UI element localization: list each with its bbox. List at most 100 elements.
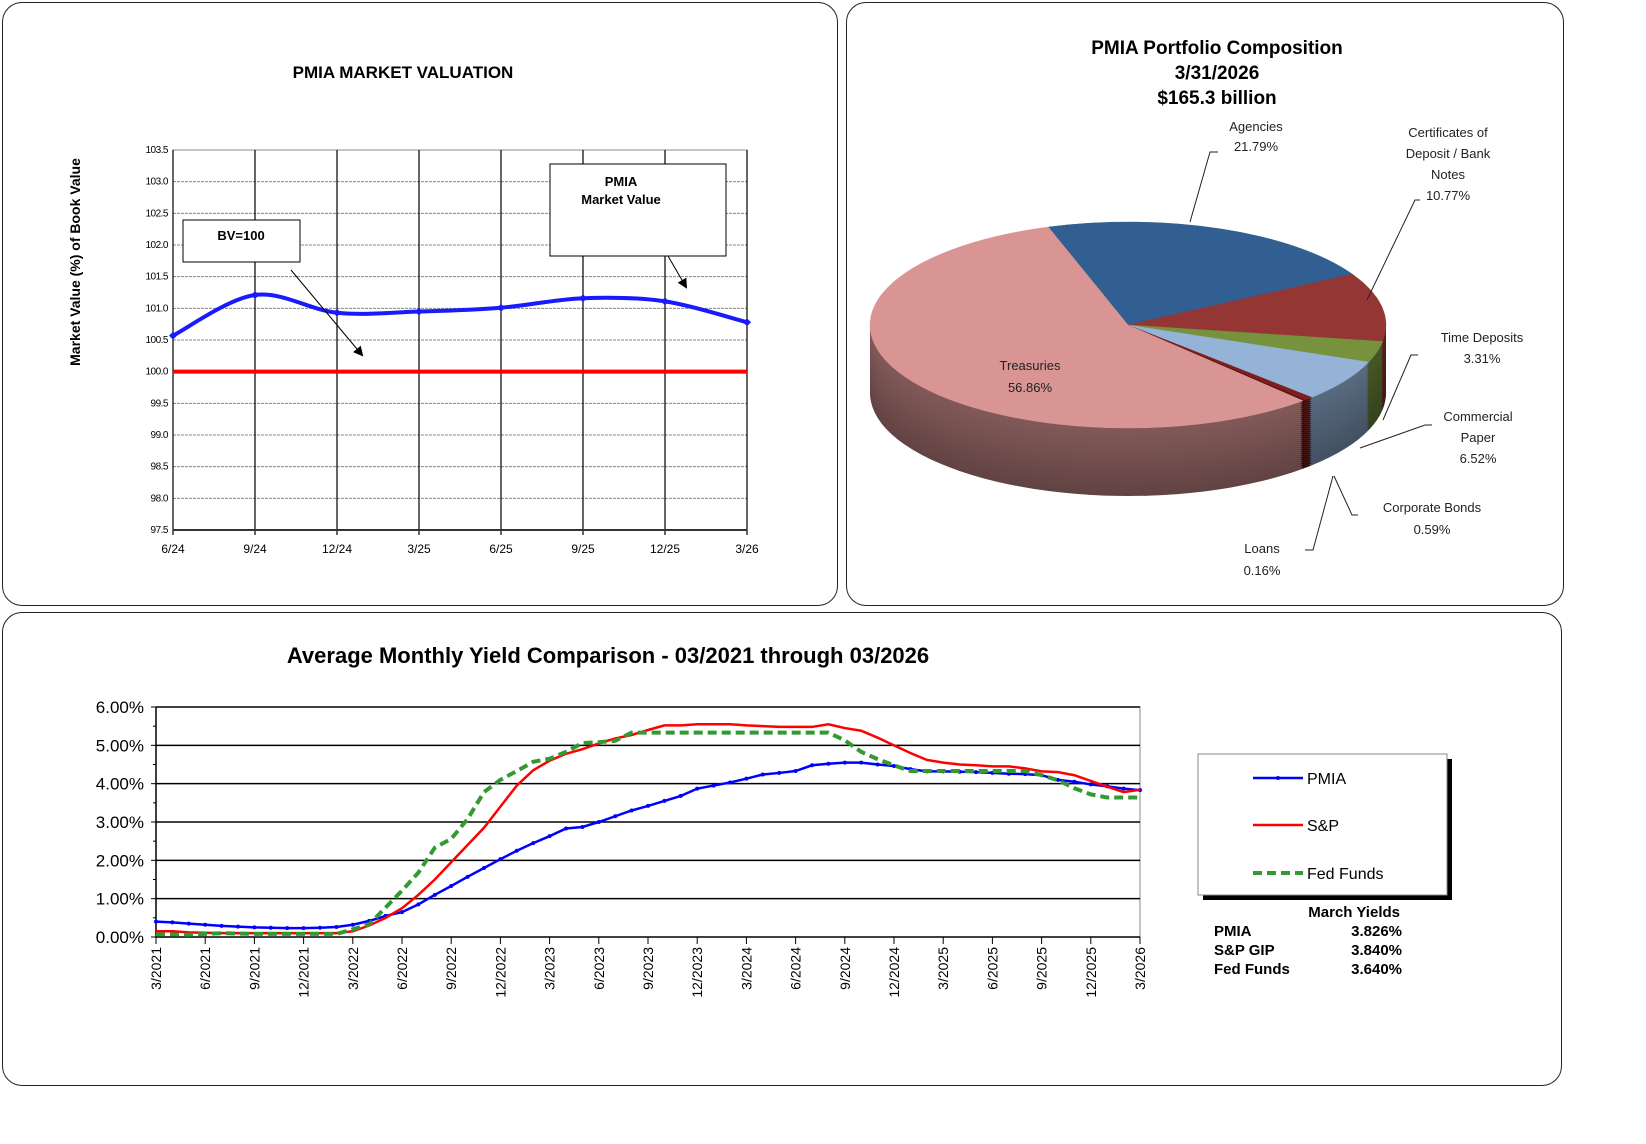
pie-labels: Agencies 21.79% Certificates of Deposit / …	[1000, 119, 1524, 578]
pmia-point	[432, 892, 437, 897]
x-tick-label: 3/26	[735, 542, 759, 556]
pmia-point	[793, 769, 798, 774]
x-tick-label: 12/2023	[689, 947, 705, 998]
pmia-point	[1121, 786, 1126, 791]
x-tick-label: 12/24	[322, 542, 352, 556]
pmia-point	[465, 874, 470, 879]
legend-sp: S&P	[1307, 818, 1339, 835]
x-tick-label: 12/2021	[296, 947, 312, 998]
y-tick-label: 98.5	[151, 462, 169, 473]
pmia-point	[875, 762, 880, 767]
pie-title: PMIA Portfolio Composition	[1091, 38, 1343, 59]
pie-slice	[1047, 221, 1354, 326]
yield-legend: PMIA S&P Fed Funds	[1197, 753, 1452, 900]
x-tick-label: 6/2024	[788, 947, 804, 990]
market-value-point	[169, 331, 177, 340]
y-tick-label: 100.5	[145, 335, 168, 346]
march-yield-label: Fed Funds	[1214, 961, 1290, 978]
x-tick-label: 3/2023	[542, 947, 558, 990]
pmia-point	[400, 910, 404, 915]
bv-annotation: BV=100	[182, 219, 364, 357]
pie-total: $165.3 billion	[1157, 88, 1276, 109]
y-tick-label: 100.0	[145, 367, 168, 378]
market-value-point	[497, 303, 505, 312]
y-tick-label: 3.00%	[96, 813, 144, 832]
march-yields-title: March Yields	[1308, 904, 1400, 921]
pmia-annotation-line1: PMIA	[605, 174, 638, 189]
y-tick-label: 101.5	[145, 272, 168, 283]
bv-annotation-text: BV=100	[217, 228, 264, 243]
pmia-point	[695, 786, 700, 791]
pie-label-time-deposits: Time Deposits 3.31%	[1441, 330, 1524, 366]
x-tick-label: 9/2025	[1034, 947, 1050, 990]
x-tick-label: 6/2023	[591, 947, 607, 990]
march-yield-value: 3.826%	[1351, 923, 1402, 940]
pmia-point	[613, 814, 618, 819]
market-value-point	[251, 291, 259, 300]
x-tick-label: 6/2025	[984, 947, 1000, 990]
pmia-point	[203, 922, 208, 927]
series-line-s-p	[156, 722, 1141, 935]
pmia-point	[842, 760, 847, 765]
pie-slice	[869, 226, 1304, 429]
pie-label-loans: Loans 0.16%	[1244, 541, 1281, 578]
market-value-point	[743, 318, 751, 327]
pmia-point	[318, 925, 322, 930]
y-tick-label: 97.5	[151, 525, 169, 536]
x-tick-label: 3/2025	[935, 947, 951, 990]
yield-title: Average Monthly Yield Comparison - 03/20…	[287, 643, 929, 668]
x-tick-label: 3/2021	[148, 947, 164, 990]
pmia-annotation: PMIA Market Value	[549, 163, 727, 289]
pmia-point	[810, 763, 814, 768]
x-tick-label: 3/2024	[738, 947, 754, 990]
pmia-point	[350, 922, 355, 927]
x-tick-label: 6/25	[489, 542, 513, 556]
pmia-point	[629, 808, 634, 813]
y-tick-label: 99.0	[151, 430, 169, 441]
pie-label-agencies: Agencies 21.79%	[1229, 119, 1283, 154]
y-tick-label: 0.00%	[96, 928, 144, 947]
pmia-point	[646, 803, 650, 808]
market-value-point	[579, 294, 587, 303]
pmia-point	[760, 772, 765, 777]
pmia-point	[859, 760, 864, 765]
pmia-point	[728, 780, 732, 785]
valuation-y-axis-label: Market Value (%) of Book Value	[67, 158, 83, 366]
pmia-point	[678, 793, 683, 798]
y-tick-label: 102.0	[145, 240, 168, 251]
legend-fed-funds: Fed Funds	[1307, 866, 1383, 883]
x-tick-label: 9/24	[243, 542, 267, 556]
x-tick-label: 6/2022	[394, 947, 410, 990]
y-tick-label: 101.0	[145, 303, 168, 314]
legend-pmia: PMIA	[1307, 771, 1346, 788]
march-yield-label: S&P GIP	[1214, 942, 1275, 959]
pmia-point	[170, 920, 175, 925]
y-tick-label: 4.00%	[96, 775, 144, 794]
march-yield-value: 3.840%	[1351, 942, 1402, 959]
pmia-point	[252, 925, 257, 930]
pmia-point	[301, 926, 306, 931]
pmia-point	[974, 770, 978, 775]
pmia-point	[285, 926, 290, 931]
x-tick-label: 6/24	[161, 542, 185, 556]
pmia-point	[1072, 779, 1077, 784]
march-yields-table: March Yields PMIA 3.826% S&P GIP 3.840% …	[1214, 904, 1402, 978]
pmia-annotation-line2: Market Value	[581, 192, 661, 207]
y-tick-label: 103.5	[145, 145, 168, 156]
y-tick-label: 103.0	[145, 177, 168, 188]
pmia-point	[580, 824, 585, 829]
x-tick-label: 3/25	[407, 542, 431, 556]
pmia-point	[416, 902, 421, 907]
pmia-point	[514, 848, 519, 853]
pmia-point	[826, 761, 831, 766]
market-value-line	[172, 292, 748, 338]
pmia-point	[547, 834, 552, 839]
market-value-point	[333, 308, 341, 317]
valuation-title: PMIA MARKET VALUATION	[293, 63, 514, 82]
x-tick-label: 12/25	[650, 542, 680, 556]
x-tick-label: 6/2021	[197, 947, 213, 990]
march-yield-label: PMIA	[1214, 923, 1252, 940]
x-tick-label: 9/2022	[443, 947, 459, 990]
pie-label-treasuries: Treasuries 56.86%	[1000, 358, 1061, 395]
pmia-point	[596, 820, 601, 824]
